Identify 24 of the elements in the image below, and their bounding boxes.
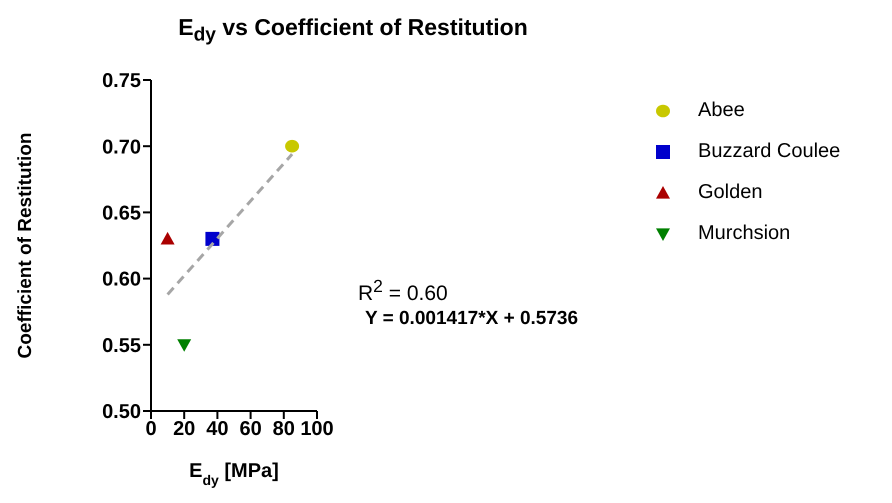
- x-tick-label: 40: [206, 418, 229, 440]
- y-tick-label: 0.75: [102, 70, 141, 92]
- point: [160, 232, 175, 244]
- text: R$^{2}$ = 0.60: [358, 276, 448, 306]
- legend-label: Golden: [698, 181, 762, 204]
- x-tick-label: 60: [239, 418, 262, 440]
- x-tick-label: 100: [300, 418, 334, 440]
- y-axis-title: Coefficient of Restitution: [14, 132, 36, 358]
- y-tick-label: 0.50: [102, 401, 141, 424]
- y-tick-label: 0.70: [102, 136, 141, 158]
- y-tick-label: 0.65: [102, 202, 141, 224]
- legend-label: Buzzard Coulee: [698, 140, 840, 163]
- x-tick-label: 80: [272, 418, 295, 440]
- x-axis-title: E$_{dy}$ [MPa]: [189, 460, 279, 488]
- chart-title: E$_{dy}$ vs Coefficient of Restitution: [177, 14, 529, 47]
- y-tick-label: 0.55: [102, 334, 141, 357]
- point: [177, 339, 192, 352]
- y-tick-label: 0.60: [102, 268, 141, 291]
- x-tick-label: 0: [145, 418, 157, 440]
- legend-label: Murchsion: [698, 222, 790, 245]
- x-tick-label: 20: [173, 418, 196, 440]
- legend-label: Abee: [698, 99, 745, 122]
- point: [285, 140, 300, 152]
- text: Y = 0.001417*X + 0.5736: [365, 308, 578, 330]
